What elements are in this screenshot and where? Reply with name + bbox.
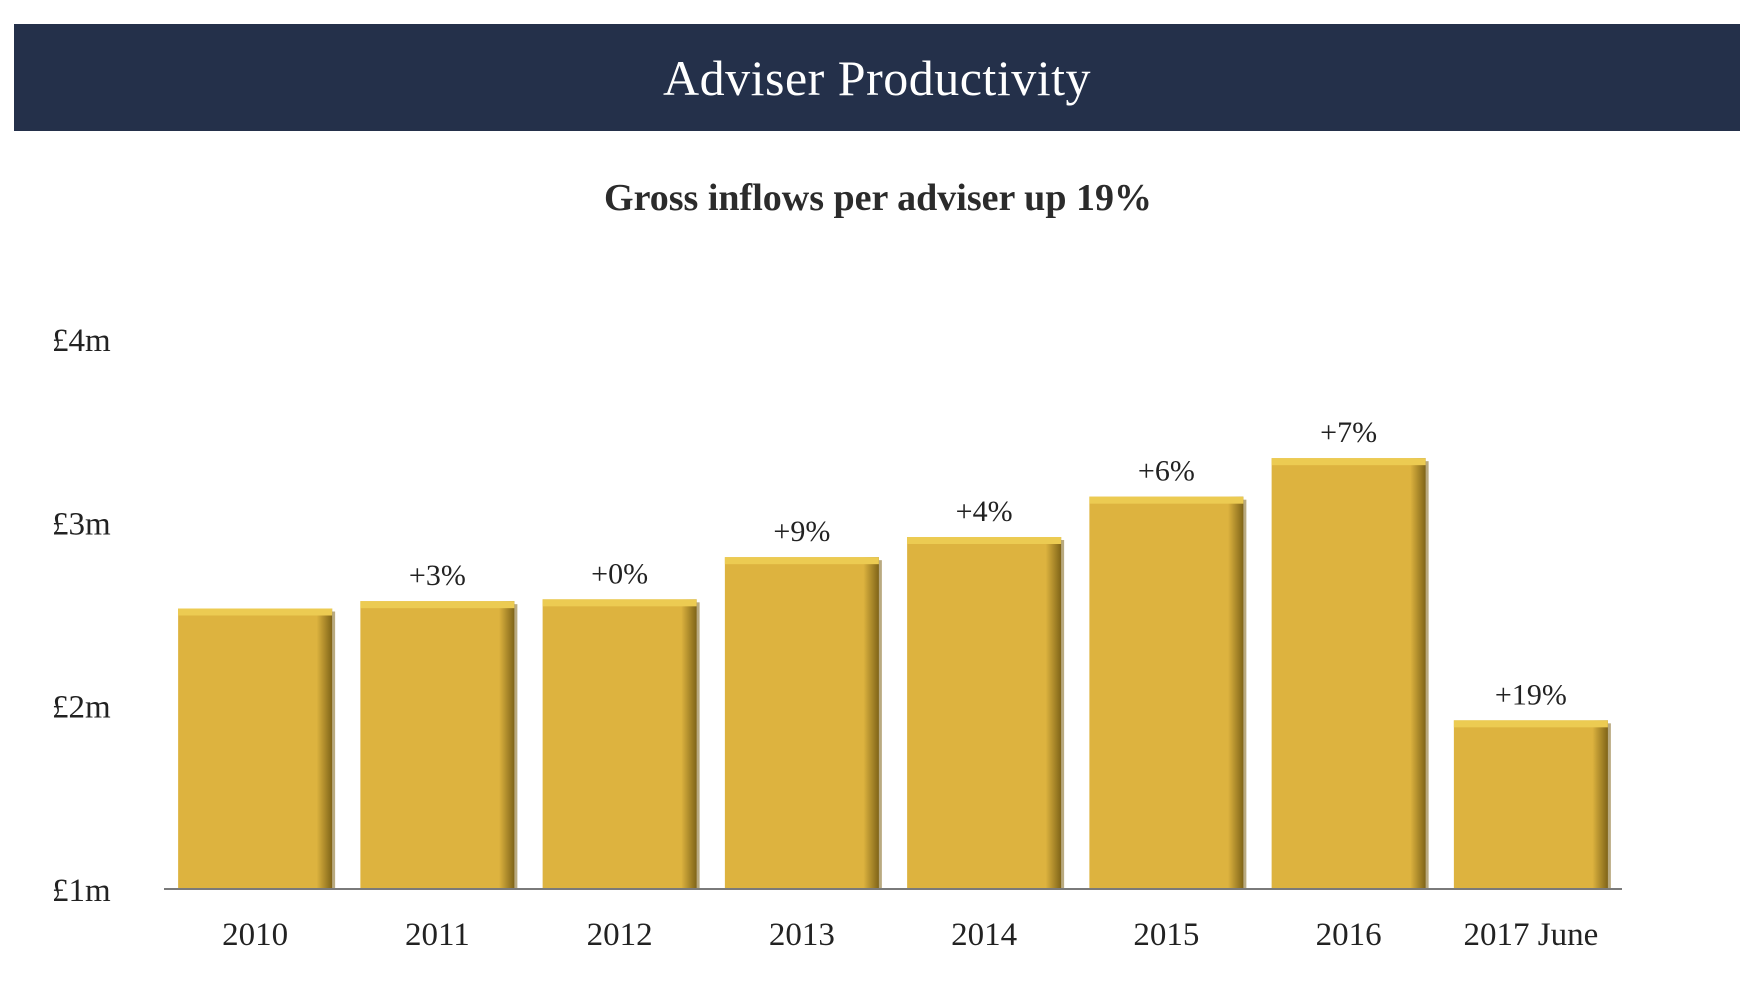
- data-label: +0%: [591, 557, 648, 590]
- data-label: +9%: [773, 515, 830, 548]
- chart-title: Gross inflows per adviser up 19%: [604, 177, 1152, 219]
- y-tick-label: £2m: [52, 690, 111, 726]
- data-label: +4%: [956, 495, 1013, 528]
- bar: [907, 537, 1062, 889]
- bar: [1271, 458, 1426, 889]
- data-label: +3%: [409, 559, 466, 592]
- y-tick-label: £3m: [52, 506, 111, 542]
- bar-top: [907, 537, 1062, 544]
- x-tick-label: 2017 June: [1464, 917, 1599, 953]
- bar: [724, 557, 879, 889]
- x-tick-label: 2015: [1133, 917, 1199, 953]
- bar: [542, 599, 697, 889]
- bar-top: [542, 599, 697, 607]
- bar: [1089, 496, 1244, 889]
- page-title: Adviser Productivity: [662, 49, 1092, 106]
- data-label: +19%: [1495, 678, 1567, 711]
- y-tick-label: £1m: [52, 873, 111, 909]
- bar-top: [1453, 720, 1608, 728]
- data-label: +7%: [1320, 416, 1377, 449]
- bar-top: [724, 557, 879, 565]
- x-tick-label: 2012: [587, 917, 653, 953]
- x-tick-label: 2016: [1316, 917, 1382, 953]
- bar-top: [1089, 496, 1244, 504]
- x-tick-label: 2013: [769, 917, 835, 953]
- y-tick-label: £4m: [52, 323, 111, 359]
- bar: [178, 608, 333, 889]
- bar: [1453, 720, 1608, 889]
- bar-top: [1271, 458, 1426, 466]
- x-tick-label: 2011: [405, 917, 470, 953]
- x-tick-label: 2014: [951, 917, 1017, 953]
- bar-top: [360, 601, 515, 609]
- bar: [360, 601, 515, 889]
- bar-top: [178, 608, 333, 616]
- title-banner: Adviser Productivity: [14, 24, 1740, 131]
- data-label: +6%: [1138, 455, 1195, 488]
- x-tick-label: 2010: [222, 917, 288, 953]
